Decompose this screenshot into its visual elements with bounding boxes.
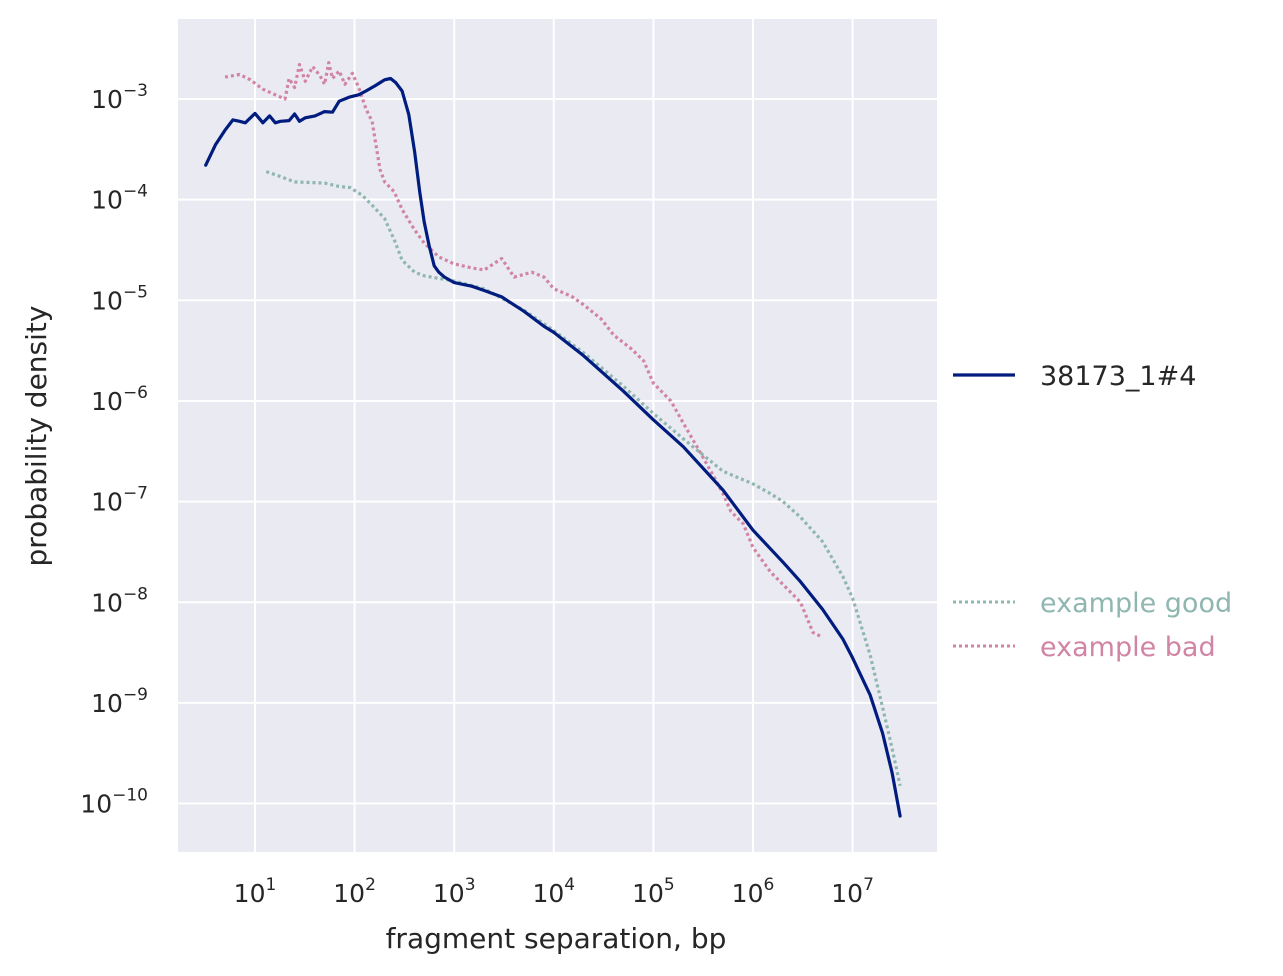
grid xyxy=(178,19,937,852)
x-axis-label: fragment separation, bp xyxy=(386,922,727,955)
y-tick-label: 10−7 xyxy=(91,484,148,517)
x-tick-label: 101 xyxy=(234,875,277,908)
x-tick-label: 104 xyxy=(532,875,575,908)
y-axis-label: probability density xyxy=(20,306,53,567)
y-tick-label: 10−8 xyxy=(91,584,148,617)
y-tick-label: 10−5 xyxy=(91,282,148,315)
x-tick-label: 106 xyxy=(732,875,775,908)
legend-label: example good xyxy=(1040,588,1232,619)
series-line-38173-1-4 xyxy=(204,76,902,818)
x-tick-label: 103 xyxy=(433,875,476,908)
series-layer xyxy=(204,61,902,818)
y-tick-labels: 10−3 10−4 10−5 10−6 10−7 10−8 10−9 10−10 xyxy=(80,81,148,819)
y-tick-label: 10−4 xyxy=(91,182,148,215)
y-tick-label: 10−10 xyxy=(80,786,148,819)
x-tick-labels: 101 102 103 104 105 106 107 xyxy=(234,875,874,908)
x-tick-label: 102 xyxy=(333,875,376,908)
y-tick-label: 10−3 xyxy=(91,81,148,114)
legend-label: example bad xyxy=(1040,632,1216,663)
series-line-example-bad xyxy=(224,61,824,639)
plot-background xyxy=(178,19,937,852)
y-tick-label: 10−6 xyxy=(91,383,148,416)
x-tick-label: 107 xyxy=(831,875,874,908)
x-tick-label: 105 xyxy=(632,875,675,908)
legend-label: 38173_1#4 xyxy=(1040,361,1196,392)
y-tick-label: 10−9 xyxy=(91,685,148,718)
